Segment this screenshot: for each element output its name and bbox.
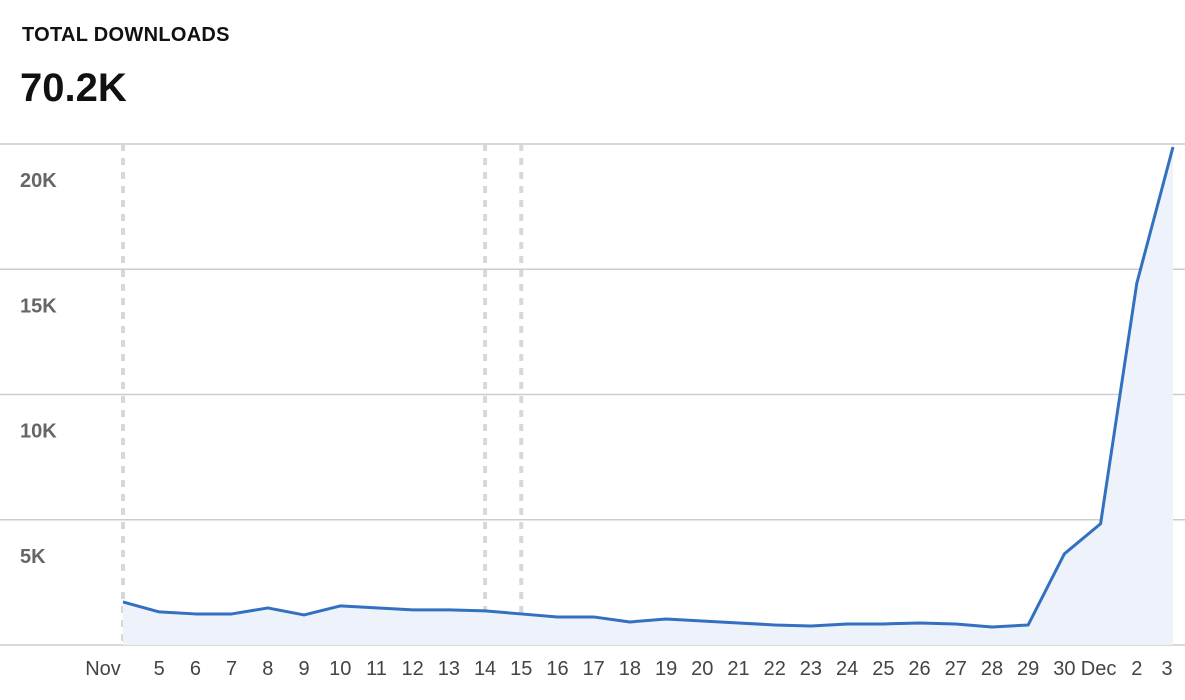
x-tick-label: 17 [583, 658, 605, 680]
y-tick-label: 20K [20, 170, 57, 192]
x-tick-label: 15 [510, 658, 532, 680]
x-tick-label: 14 [474, 658, 496, 680]
chart-title: TOTAL DOWNLOADS [22, 24, 230, 46]
x-tick-label: 21 [727, 658, 749, 680]
x-tick-label: 12 [402, 658, 424, 680]
x-tick-label: 29 [1017, 658, 1039, 680]
x-tick-label: 8 [262, 658, 273, 680]
y-tick-label: 15K [20, 295, 57, 317]
x-tick-label: 18 [619, 658, 641, 680]
series-line [122, 146, 1175, 629]
y-tick-label: 5K [20, 546, 46, 568]
x-tick-label: 3 [1161, 658, 1172, 680]
total-value: 70.2K [20, 66, 127, 110]
x-tick-label: 7 [226, 658, 237, 680]
x-tick-label: 24 [836, 658, 858, 680]
x-tick-label: 2 [1131, 658, 1142, 680]
x-tick-label: Dec [1081, 658, 1117, 680]
x-tick-label: 16 [546, 658, 568, 680]
x-tick-label: 13 [438, 658, 460, 680]
x-tick-label: Nov [85, 658, 121, 680]
x-tick-label: 25 [872, 658, 894, 680]
x-tick-label: 20 [691, 658, 713, 680]
x-tick-label: 26 [908, 658, 930, 680]
x-tick-label: 22 [764, 658, 786, 680]
area-fill [123, 147, 1173, 646]
x-tick-label: 11 [366, 658, 387, 680]
x-tick-label: 6 [190, 658, 201, 680]
y-tick-label: 10K [20, 421, 57, 443]
x-tick-label: 28 [981, 658, 1003, 680]
x-tick-label: 27 [945, 658, 967, 680]
x-tick-label: 5 [154, 658, 165, 680]
x-tick-label: 23 [800, 658, 822, 680]
x-tick-label: 30 [1053, 658, 1075, 680]
x-tick-label: 10 [329, 658, 351, 680]
x-tick-label: 19 [655, 658, 677, 680]
x-tick-label: 9 [298, 658, 309, 680]
